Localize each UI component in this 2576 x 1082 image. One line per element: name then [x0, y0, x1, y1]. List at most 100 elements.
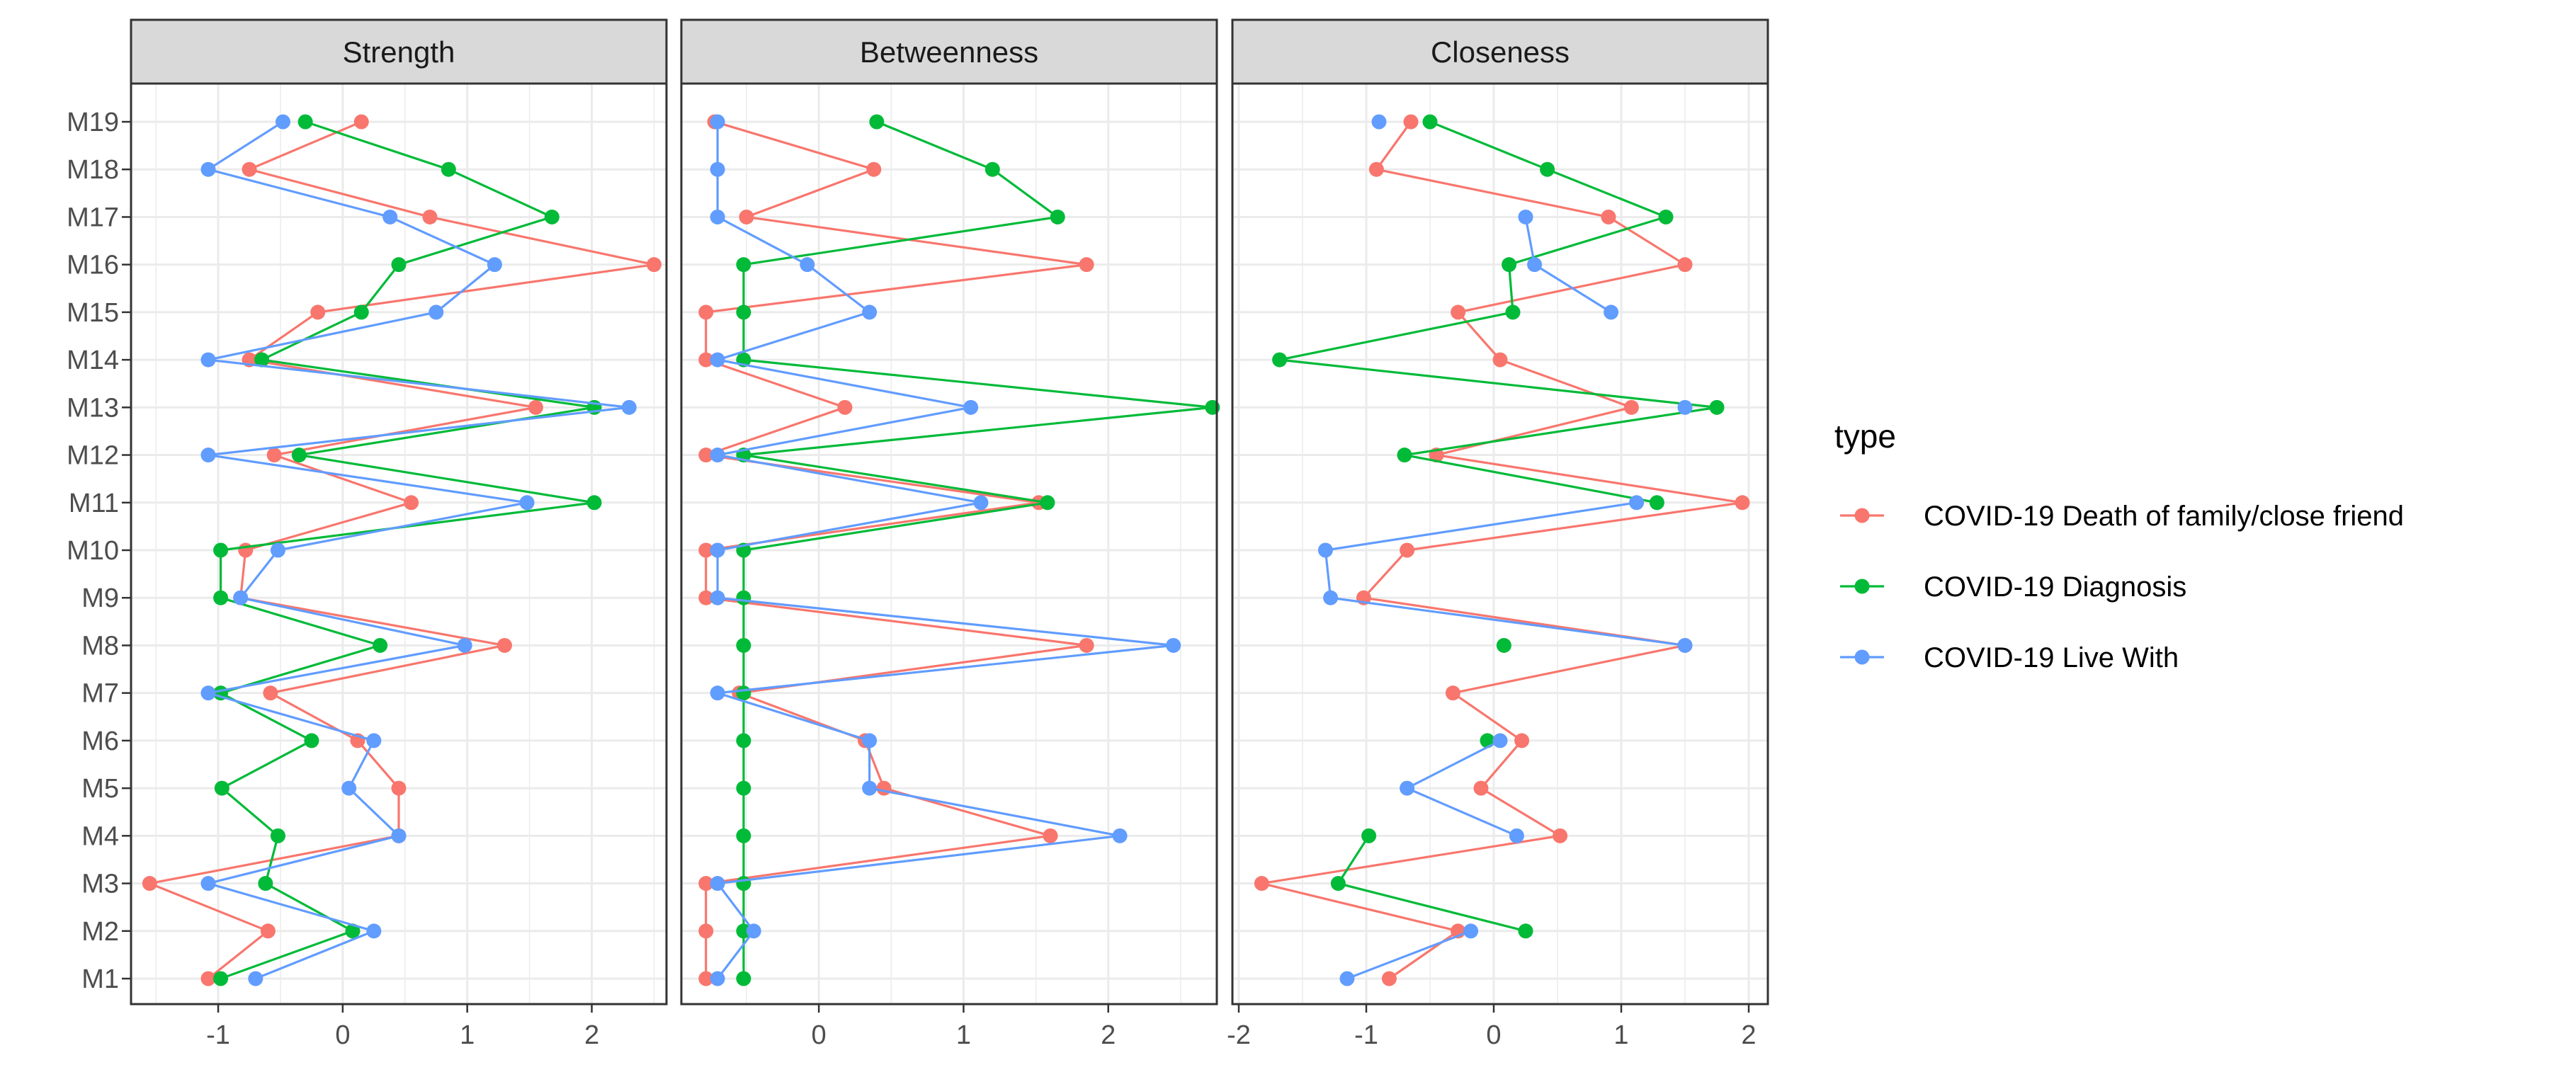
series-strength-3-point-M8	[457, 637, 472, 653]
series-closeness-1-point-M18	[1368, 161, 1384, 177]
series-strength-2-point-M6	[304, 733, 319, 748]
series-closeness-3-line	[1324, 501, 1686, 647]
series-betweenness-2-point-M18	[985, 161, 1000, 177]
series-strength-1-point-M2	[260, 923, 276, 939]
facet-title-betweenness: Betweenness	[860, 35, 1038, 69]
series-closeness-1-point-M19	[1403, 114, 1419, 130]
x-tick-label-betweenness: 0	[812, 1020, 827, 1050]
series-closeness-2-point-M6	[1480, 733, 1495, 748]
facet-title-strength: Strength	[343, 35, 455, 69]
series-strength-1-point-M12	[266, 448, 282, 463]
y-tick-label-M6: M6	[81, 727, 119, 756]
series-strength-1-point-M13	[528, 399, 543, 415]
series-betweenness-2-point-M7	[736, 685, 751, 701]
series-closeness-3-point-M2	[1463, 923, 1479, 939]
series-strength-2-point-M10	[213, 542, 229, 558]
series-strength-2-point-M2	[345, 923, 361, 939]
series-betweenness-2-point-M4	[736, 828, 751, 843]
series-betweenness-3-point-M1	[710, 971, 725, 986]
series-closeness-1-point-M3	[1254, 876, 1269, 892]
series-betweenness-2-point-M9	[736, 590, 751, 605]
series-betweenness-1-point-M3	[698, 876, 714, 892]
series-closeness-2-point-M3	[1330, 876, 1346, 892]
y-tick-label-M18: M18	[67, 155, 119, 185]
series-strength-2-point-M9	[213, 590, 229, 605]
series-closeness-2-point-M15	[1505, 304, 1521, 320]
y-tick-label-M13: M13	[67, 393, 119, 423]
series-strength-2-point-M15	[353, 304, 369, 320]
series-strength-1-point-M3	[142, 876, 157, 892]
series-strength-1-point-M15	[310, 304, 326, 320]
series-strength-3-point-M12	[200, 448, 216, 463]
series-strength-1-point-M17	[422, 209, 438, 224]
series-closeness-3-point-M1	[1339, 971, 1355, 986]
series-closeness-2-point-M8	[1496, 637, 1511, 653]
series-betweenness-3-point-M9	[710, 590, 725, 605]
series-closeness-1-point-M5	[1473, 780, 1489, 796]
series-strength-2-point-M5	[214, 780, 229, 796]
series-closeness-1-point-M4	[1553, 828, 1568, 843]
series-closeness-1-point-M7	[1445, 685, 1460, 701]
facet-strip-closeness	[1231, 18, 1769, 85]
series-strength-2-point-M19	[297, 114, 313, 130]
x-tick-label-strength: -1	[206, 1020, 230, 1050]
series-strength-2-point-M1	[213, 971, 229, 986]
x-tick-label-closeness: -2	[1227, 1020, 1251, 1050]
series-closeness-1-point-M16	[1677, 257, 1693, 273]
x-tick-label-closeness: 0	[1486, 1020, 1501, 1050]
series-strength-2-point-M4	[270, 828, 285, 843]
series-betweenness-3-point-M10	[710, 542, 725, 558]
series-betweenness-3-point-M14	[710, 352, 725, 368]
series-betweenness-1-point-M8	[1079, 637, 1094, 653]
series-closeness-1-point-M15	[1451, 304, 1466, 320]
series-strength-1-point-M1	[200, 971, 216, 986]
series-closeness-2-point-M2	[1518, 923, 1533, 939]
series-betweenness-3-point-M11	[973, 495, 989, 511]
series-betweenness-3-point-M8	[1166, 637, 1181, 653]
series-closeness-2-point-M17	[1658, 209, 1674, 224]
series-closeness-3-point-M19	[1371, 114, 1387, 130]
series-closeness-2-point-M13	[1709, 399, 1725, 415]
series-strength-3-point-M1	[248, 971, 263, 986]
series-strength-3-point-M6	[366, 733, 382, 748]
series-betweenness-3-point-M16	[800, 257, 815, 273]
series-strength-1-point-M8	[497, 637, 512, 653]
series-closeness-3-point-M17	[1518, 209, 1533, 224]
series-betweenness-2-point-M16	[736, 257, 751, 273]
y-tick-label-M3: M3	[81, 870, 119, 899]
series-betweenness-3-point-M3	[710, 876, 725, 892]
series-betweenness-1-point-M2	[698, 923, 714, 939]
series-betweenness-3-point-M18	[710, 161, 725, 177]
series-closeness-1-point-M1	[1381, 971, 1397, 986]
x-tick-label-strength: 1	[460, 1020, 475, 1050]
series-betweenness-3-point-M4	[1112, 828, 1128, 843]
series-betweenness-1-point-M12	[698, 448, 714, 463]
y-tick-label-M12: M12	[67, 441, 119, 471]
x-tick-label-closeness: 2	[1741, 1020, 1756, 1050]
series-betweenness-1-point-M18	[866, 161, 882, 177]
series-betweenness-1-point-M15	[698, 304, 714, 320]
legend-label-2: COVID-19 Diagnosis	[1924, 571, 2186, 603]
series-closeness-1-point-M6	[1514, 733, 1530, 748]
series-closeness-2-point-M11	[1649, 495, 1664, 511]
series-closeness-3-point-M11	[1629, 495, 1645, 511]
series-betweenness-3-point-M15	[862, 304, 878, 320]
series-betweenness-1-point-M4	[1043, 828, 1058, 843]
y-tick-label-M17: M17	[67, 203, 119, 232]
y-tick-label-M9: M9	[81, 583, 119, 613]
series-betweenness-1-point-M1	[698, 971, 714, 986]
series-betweenness-1-point-M10	[698, 542, 714, 558]
panel-closeness-background	[1232, 84, 1768, 1004]
series-strength-3-point-M11	[519, 495, 535, 511]
series-betweenness-3-point-M17	[710, 209, 725, 224]
legend-title: type	[1834, 418, 1896, 455]
series-betweenness-3-point-M7	[710, 685, 725, 701]
series-strength-1-point-M16	[646, 257, 662, 273]
series-strength-3-point-M9	[233, 590, 249, 605]
series-strength-2-point-M11	[586, 495, 602, 511]
series-closeness-1-point-M13	[1623, 399, 1639, 415]
series-strength-3-point-M15	[429, 304, 444, 320]
series-closeness-3-point-M5	[1400, 780, 1415, 796]
series-betweenness-1-point-M17	[739, 209, 754, 224]
series-strength-3-point-M14	[200, 352, 216, 368]
